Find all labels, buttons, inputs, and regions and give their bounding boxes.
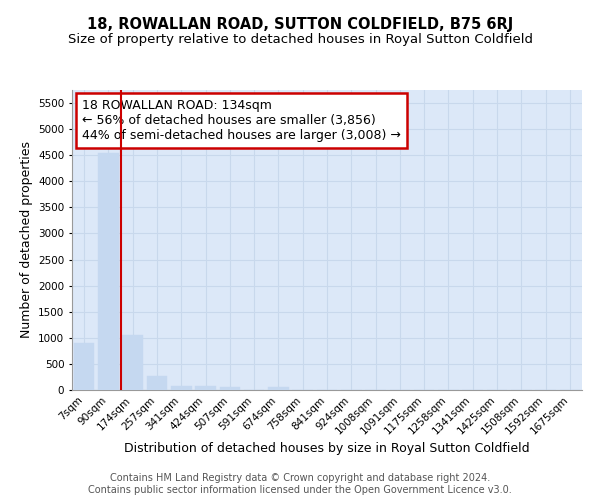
Text: 18 ROWALLAN ROAD: 134sqm
← 56% of detached houses are smaller (3,856)
44% of sem: 18 ROWALLAN ROAD: 134sqm ← 56% of detach… <box>82 99 401 142</box>
Bar <box>98 152 119 390</box>
Y-axis label: Number of detached properties: Number of detached properties <box>20 142 32 338</box>
Text: Size of property relative to detached houses in Royal Sutton Coldfield: Size of property relative to detached ho… <box>67 32 533 46</box>
Bar <box>171 386 191 390</box>
Bar <box>74 343 94 390</box>
Bar <box>146 376 167 390</box>
Text: 18, ROWALLAN ROAD, SUTTON COLDFIELD, B75 6RJ: 18, ROWALLAN ROAD, SUTTON COLDFIELD, B75… <box>87 18 513 32</box>
X-axis label: Distribution of detached houses by size in Royal Sutton Coldfield: Distribution of detached houses by size … <box>124 442 530 455</box>
Bar <box>122 334 143 390</box>
Text: Contains HM Land Registry data © Crown copyright and database right 2024.
Contai: Contains HM Land Registry data © Crown c… <box>88 474 512 495</box>
Bar <box>268 387 289 390</box>
Bar <box>220 387 240 390</box>
Bar <box>195 386 216 390</box>
